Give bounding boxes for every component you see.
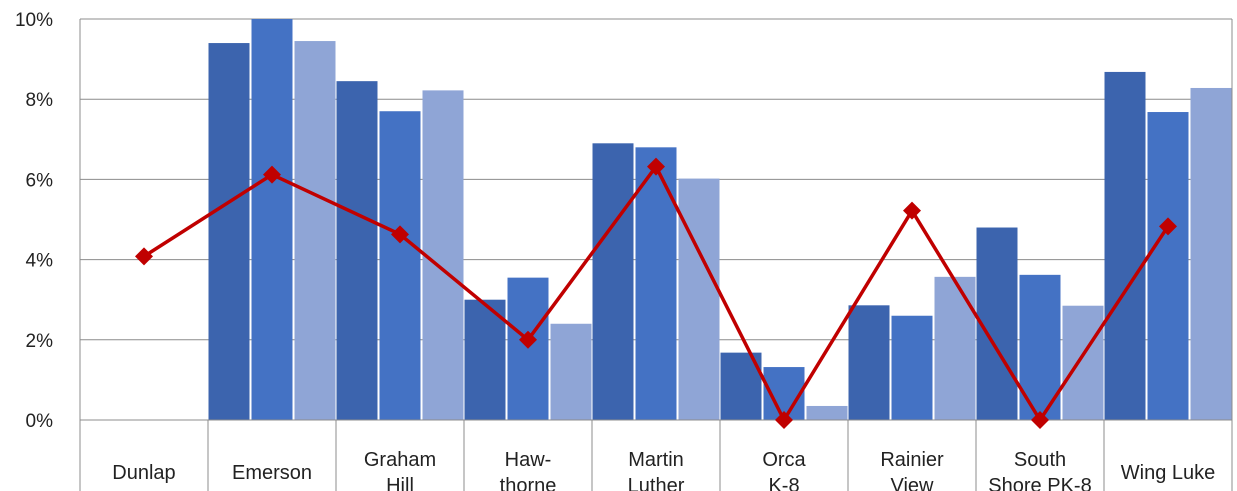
y-tick-label: 4% xyxy=(26,251,54,272)
category-label: Dunlap xyxy=(112,462,175,484)
bar xyxy=(976,227,1018,420)
line-marker xyxy=(647,157,665,176)
labels: 0% 2% 4% 6% 8% 10% Dunlap Emerson Graham Hill Haw-… xyxy=(15,10,1215,491)
line-marker xyxy=(1031,411,1049,429)
bar xyxy=(592,143,634,420)
line-marker xyxy=(263,165,281,184)
bars xyxy=(208,19,1232,421)
category-label: Luther xyxy=(628,475,685,491)
y-tick-label: 0% xyxy=(26,411,54,432)
category-label: K-8 xyxy=(768,475,799,491)
category-label: Wing Luke xyxy=(1121,462,1216,484)
bar xyxy=(1147,112,1189,421)
category-label: Emerson xyxy=(232,462,312,484)
category-label: Martin xyxy=(628,449,684,471)
category-label: Rainier xyxy=(880,449,944,471)
line-marker xyxy=(775,411,793,429)
category-label: South xyxy=(1014,449,1066,471)
bar xyxy=(1062,305,1104,420)
bar xyxy=(848,305,890,420)
category-label: Hill xyxy=(386,475,414,491)
bar xyxy=(1190,87,1232,421)
y-tick-label: 6% xyxy=(26,170,54,191)
line-marker xyxy=(519,330,537,349)
bar xyxy=(294,41,336,421)
category-label: View xyxy=(891,475,935,491)
bar xyxy=(336,81,378,420)
y-tick-label: 8% xyxy=(26,90,54,111)
bar xyxy=(678,178,720,420)
bar xyxy=(806,405,848,420)
bar xyxy=(208,43,250,421)
y-tick-label: 2% xyxy=(26,331,54,352)
bar xyxy=(251,19,293,420)
bar xyxy=(550,323,592,420)
line-marker xyxy=(903,201,921,220)
category-label: thorne xyxy=(500,475,557,491)
bar xyxy=(507,277,549,420)
bar xyxy=(422,90,464,421)
line-series xyxy=(135,157,1177,429)
category-label: Graham xyxy=(364,449,436,471)
category-label: Shore PK-8 xyxy=(988,475,1091,491)
category-label: Haw- xyxy=(505,449,552,471)
line-marker xyxy=(1159,217,1177,236)
bar xyxy=(464,299,506,420)
line-marker xyxy=(391,225,409,244)
bar xyxy=(1104,71,1146,420)
y-tick-label: 10% xyxy=(15,10,53,31)
bar xyxy=(891,315,933,420)
bar xyxy=(934,276,976,420)
line-marker xyxy=(135,247,153,266)
category-label: Orca xyxy=(762,449,806,471)
bar xyxy=(379,111,421,420)
